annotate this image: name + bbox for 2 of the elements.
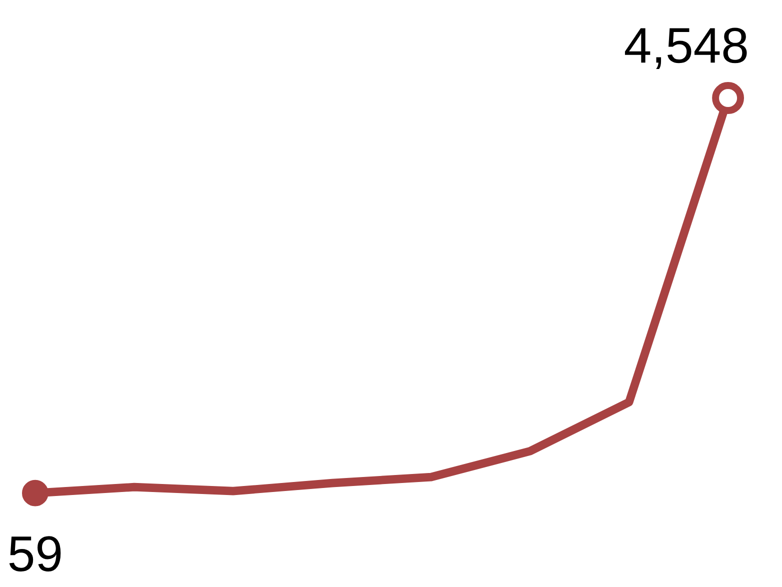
data-label: 4,548 xyxy=(624,28,747,70)
data-label: 59 xyxy=(9,536,61,572)
